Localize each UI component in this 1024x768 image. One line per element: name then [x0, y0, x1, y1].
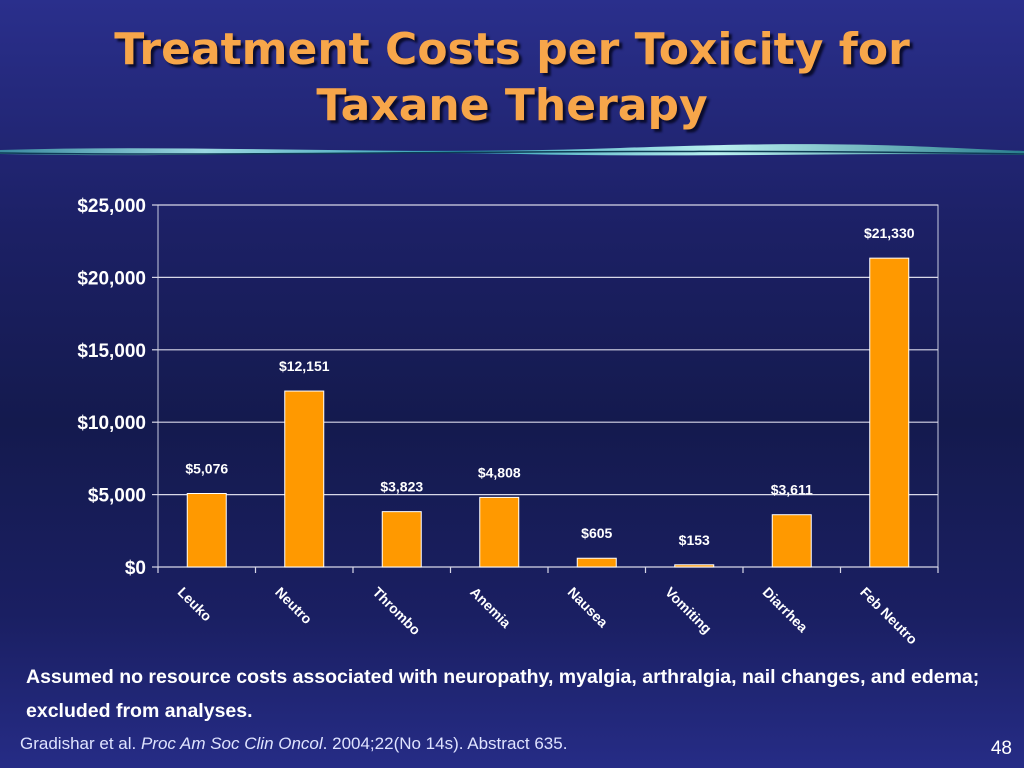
data-label: $605: [581, 525, 612, 541]
slide-title: Treatment Costs per Toxicity for Taxane …: [0, 22, 1024, 134]
data-label: $12,151: [279, 358, 330, 374]
page-number: 48: [990, 738, 1012, 759]
x-category-label: Neutro: [272, 584, 315, 627]
x-category-label: Nausea: [565, 584, 612, 631]
y-tick-label: $5,000: [88, 486, 146, 507]
y-tick-label: $25,000: [77, 196, 146, 217]
bar-chart: $0 $5,000 $10,000 $15,000 $20,000 $25,000 $5,0…: [77, 196, 939, 648]
data-label: $3,611: [771, 482, 813, 498]
data-label: $21,330: [864, 225, 915, 241]
data-label: $153: [679, 532, 710, 548]
data-label: $4,808: [478, 464, 521, 480]
y-tick-label: $20,000: [77, 268, 146, 289]
citation: Gradishar et al. Proc Am Soc Clin Oncol.…: [20, 734, 567, 754]
citation-details: . 2004;22(No 14s). Abstract 635.: [322, 734, 568, 753]
bar: [186, 492, 227, 568]
slide-title-line-1: Treatment Costs per Toxicity for: [114, 24, 910, 75]
bar: [576, 557, 617, 568]
x-category-label: Diarrhea: [760, 584, 812, 636]
x-category-label: Feb Neutro: [857, 584, 921, 648]
x-category-label: Leuko: [175, 584, 215, 624]
citation-journal: Proc Am Soc Clin Oncol: [140, 734, 323, 753]
citation-authors: Gradishar et al.: [20, 734, 141, 753]
data-label: $3,823: [380, 479, 423, 495]
y-tick-label: $15,000: [77, 341, 146, 362]
bar: [674, 564, 715, 568]
bar: [381, 511, 422, 568]
title-divider: [0, 144, 1024, 156]
bar: [284, 390, 325, 568]
bar: [479, 496, 520, 568]
plot-area-frame: [157, 204, 939, 568]
footnote: Assumed no resource costs associated wit…: [26, 666, 980, 722]
x-category-label: Anemia: [467, 584, 514, 631]
y-tick-label: $0: [125, 558, 146, 579]
bar: [771, 514, 812, 568]
y-tick-label: $10,000: [77, 413, 146, 434]
x-category-label: Vomiting: [662, 584, 715, 637]
x-category-label: Thrombo: [370, 584, 424, 638]
data-label: $5,076: [185, 460, 228, 476]
bar: [869, 257, 910, 568]
slide-title-line-2: Taxane Therapy: [316, 80, 708, 131]
